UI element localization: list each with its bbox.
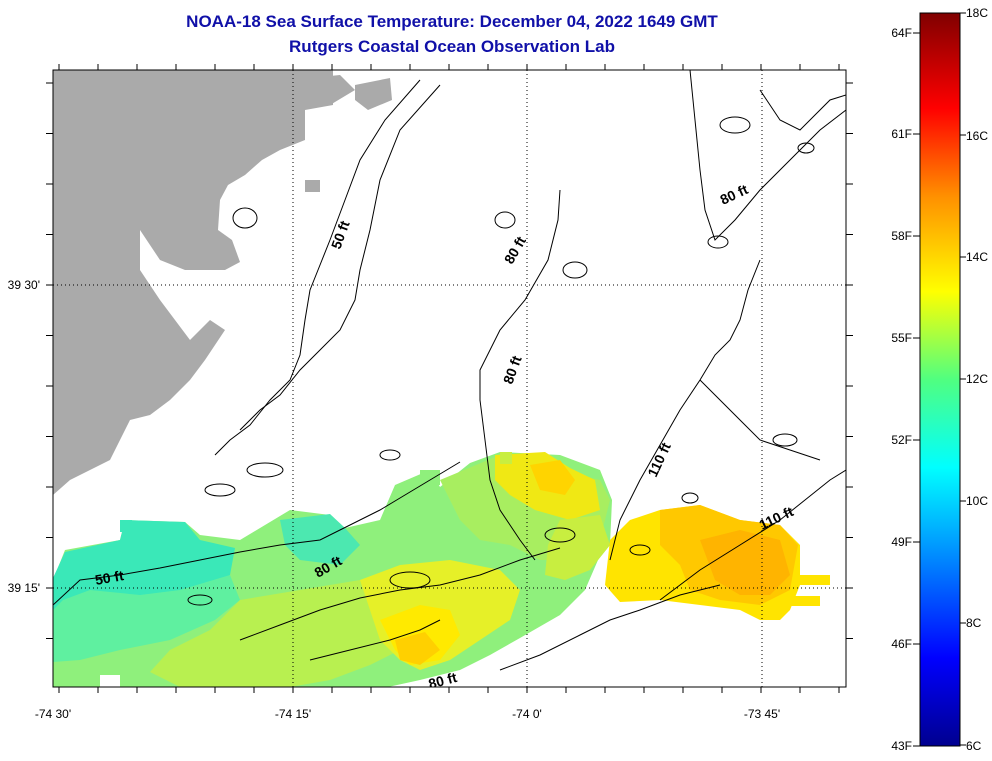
color-bar	[919, 12, 961, 747]
fahrenheit-scale: 64F 61F 58F 55F 52F 49F 46F 43F	[891, 26, 912, 753]
lon-label: -73 45'	[744, 707, 780, 721]
lon-label: -74 15'	[275, 707, 311, 721]
contour-label: 50 ft	[94, 567, 125, 588]
celsius-label: 16C	[966, 129, 988, 143]
longitude-labels: -74 30' -74 15' -74 0' -73 45'	[35, 707, 780, 721]
fahrenheit-label: 55F	[891, 331, 912, 345]
sst-field	[53, 452, 830, 687]
fahrenheit-label: 64F	[891, 26, 912, 40]
fahrenheit-label: 49F	[891, 535, 912, 549]
graticule	[53, 70, 846, 687]
celsius-scale: 18C 16C 14C 12C 10C 8C 6C	[966, 6, 988, 753]
celsius-label: 12C	[966, 372, 988, 386]
celsius-label: 18C	[966, 6, 988, 20]
contour-label: 80 ft	[427, 669, 459, 692]
latitude-labels: 39 30' 39 15'	[8, 278, 40, 595]
map-subtitle: Rutgers Coastal Ocean Observation Lab	[289, 37, 615, 56]
fahrenheit-label: 43F	[891, 739, 912, 753]
celsius-label: 10C	[966, 494, 988, 508]
depth-contours	[53, 70, 846, 671]
lon-label: -74 30'	[35, 707, 71, 721]
fahrenheit-label: 58F	[891, 229, 912, 243]
lat-label: 39 30'	[8, 278, 40, 292]
celsius-label: 8C	[966, 616, 982, 630]
lat-label: 39 15'	[8, 581, 40, 595]
lon-label: -74 0'	[512, 707, 542, 721]
axis-ticks	[46, 64, 853, 693]
celsius-label: 14C	[966, 250, 988, 264]
fahrenheit-label: 52F	[891, 433, 912, 447]
map-title: NOAA-18 Sea Surface Temperature: Decembe…	[186, 12, 718, 31]
land-mass	[53, 70, 333, 495]
fahrenheit-label: 61F	[891, 127, 912, 141]
fahrenheit-label: 46F	[891, 637, 912, 651]
color-bar-ticks	[913, 12, 966, 747]
celsius-label: 6C	[966, 739, 982, 753]
